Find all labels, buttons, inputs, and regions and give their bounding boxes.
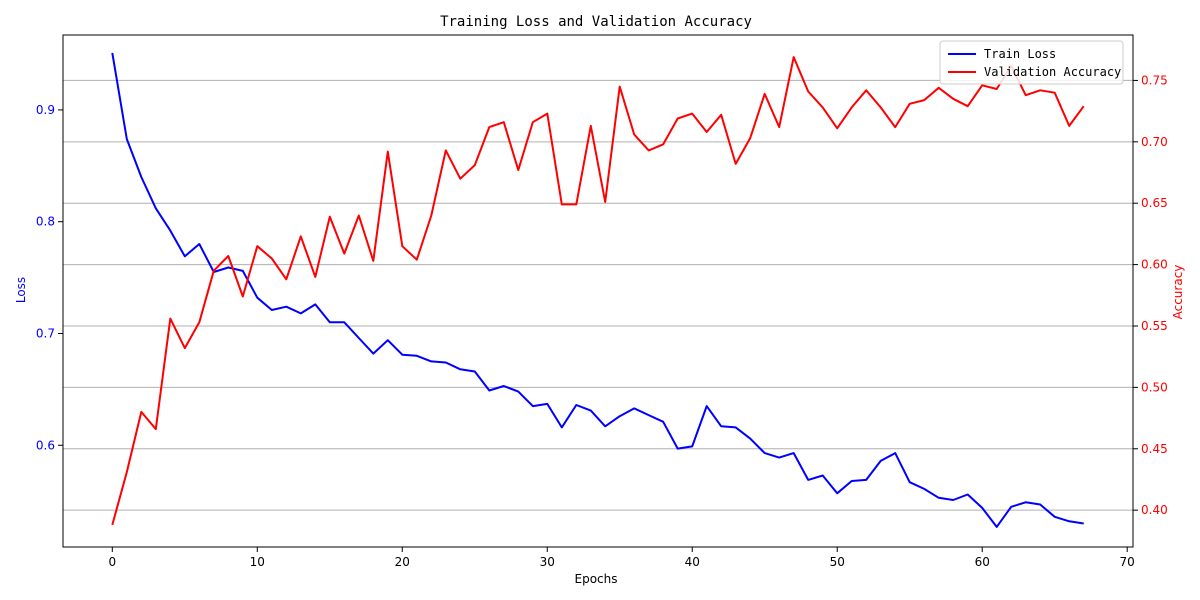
x-tick-label: 60	[975, 555, 990, 569]
y-left-tick-label: 0.9	[36, 103, 55, 117]
x-tick-label: 30	[540, 555, 555, 569]
y-right-tick-label: 0.70	[1141, 135, 1168, 149]
x-axis-label: Epochs	[575, 572, 618, 586]
x-tick-label: 50	[830, 555, 845, 569]
y-right-tick-label: 0.75	[1141, 73, 1168, 87]
plot-frame	[62, 34, 1134, 548]
y-right-tick-label: 0.50	[1141, 380, 1168, 394]
y-right-tick-label: 0.65	[1141, 196, 1168, 210]
legend-label-train-loss: Train Loss	[984, 47, 1056, 61]
x-tick-label: 70	[1120, 555, 1135, 569]
train-loss-line	[111, 52, 1084, 528]
y-right-axis-label: Accuracy	[1171, 265, 1185, 320]
y-right-tick-label: 0.60	[1141, 258, 1168, 272]
legend-label-validation-accuracy: Validation Accuracy	[984, 65, 1121, 79]
legend: Train Loss Validation Accuracy	[939, 40, 1124, 85]
y-left-tick-label: 0.6	[36, 438, 55, 452]
x-tick-label: 0	[108, 555, 116, 569]
y-right-tick-label: 0.55	[1141, 319, 1168, 333]
grid-lines	[63, 79, 1133, 511]
x-tick-label: 20	[395, 555, 410, 569]
x-tick-label: 40	[685, 555, 700, 569]
y-left-axis-label: Loss	[14, 277, 28, 303]
y-right-tick-label: 0.45	[1141, 442, 1168, 456]
y-left-tick-label: 0.7	[36, 326, 55, 340]
x-tick-label: 10	[250, 555, 265, 569]
series-lines	[111, 52, 1085, 528]
validation-accuracy-line	[111, 56, 1085, 526]
y-left-tick-label: 0.8	[36, 215, 55, 229]
axes: 0 10 20 30 40 50 60 70 0.6 0.7 0.8 0.9 0.40 0.45 0.50 0…	[36, 34, 1168, 569]
chart-title: Training Loss and Validation Accuracy	[440, 14, 752, 30]
y-right-tick-label: 0.40	[1141, 503, 1168, 517]
legend-box	[939, 40, 1124, 85]
